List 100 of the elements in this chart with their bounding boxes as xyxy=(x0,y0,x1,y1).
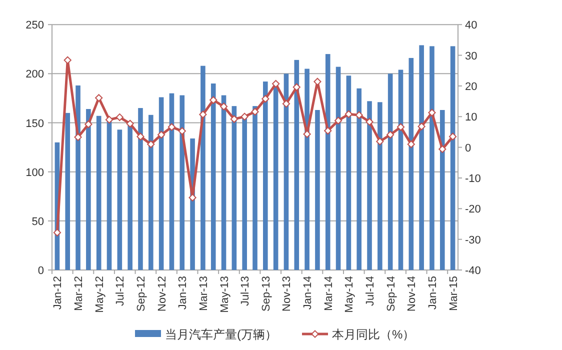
point xyxy=(105,116,114,124)
point xyxy=(324,126,332,135)
point xyxy=(220,102,228,110)
bar xyxy=(440,110,445,270)
point xyxy=(418,122,426,130)
bar xyxy=(65,112,70,270)
x-tick-label: May-14 xyxy=(344,276,356,313)
bar xyxy=(180,95,185,270)
y-tick-label: 0 xyxy=(38,265,44,277)
point xyxy=(407,140,415,148)
bar xyxy=(210,83,216,270)
bar xyxy=(325,54,330,270)
bar xyxy=(398,70,404,270)
bar xyxy=(304,68,310,270)
point xyxy=(251,108,259,116)
point xyxy=(314,78,322,86)
point xyxy=(262,95,270,103)
bar xyxy=(356,88,362,270)
point xyxy=(334,116,342,124)
y2-tick-label: 30 xyxy=(465,50,478,62)
y2-tick-label: -20 xyxy=(465,204,481,216)
bar xyxy=(169,93,174,270)
point xyxy=(272,80,280,88)
bar xyxy=(232,106,237,270)
point xyxy=(230,115,238,123)
bar xyxy=(294,60,300,270)
y-tick-label: 150 xyxy=(26,118,44,130)
y2-tick-label: -30 xyxy=(465,234,481,246)
point xyxy=(147,140,155,148)
bar xyxy=(117,130,122,270)
point xyxy=(396,123,405,131)
point xyxy=(366,118,374,126)
x-tick-label: Sep-13 xyxy=(260,276,272,312)
point xyxy=(74,133,82,141)
point xyxy=(292,83,300,91)
point xyxy=(53,228,62,236)
x-tick-label: Jul-12 xyxy=(114,276,127,306)
y2-tick-label: 40 xyxy=(465,20,478,32)
legend-label: 当月汽车产量(万辆） xyxy=(165,328,277,342)
point xyxy=(64,56,72,64)
point xyxy=(84,120,92,128)
x-tick-label: Jul-13 xyxy=(240,276,252,306)
point xyxy=(438,145,446,153)
x-tick-label: Mar-13 xyxy=(198,276,210,311)
point xyxy=(158,130,166,139)
bar xyxy=(76,85,80,270)
bar xyxy=(273,84,278,270)
point xyxy=(95,94,103,102)
bar xyxy=(158,97,164,270)
point xyxy=(168,123,176,131)
x-tick-label: Sep-12 xyxy=(135,276,148,312)
y-tick-label: 50 xyxy=(32,216,44,228)
x-tick-label: Jan-13 xyxy=(177,276,190,310)
bar xyxy=(252,106,258,270)
point xyxy=(386,130,394,139)
point xyxy=(344,110,352,118)
x-tick-label: May-12 xyxy=(94,276,106,313)
bar xyxy=(367,101,372,270)
bar xyxy=(106,120,112,270)
point xyxy=(448,132,457,140)
point xyxy=(428,108,436,116)
point xyxy=(178,127,186,135)
bar xyxy=(336,66,341,270)
bar xyxy=(148,114,154,270)
bar xyxy=(315,110,320,270)
bar xyxy=(450,46,456,270)
y-tick-label: 200 xyxy=(26,68,44,81)
bar xyxy=(284,74,289,270)
x-tick-label: Jul-14 xyxy=(364,276,377,306)
point xyxy=(199,110,207,118)
x-tick-label: Jan-15 xyxy=(426,276,439,310)
x-tick-label: Nov-14 xyxy=(406,276,418,312)
point xyxy=(210,96,218,104)
bar xyxy=(86,109,91,270)
x-tick-label: Mar-12 xyxy=(73,276,86,311)
y2-tick-label: 20 xyxy=(465,80,478,93)
point xyxy=(376,138,384,146)
x-tick-label: Mar-15 xyxy=(448,276,460,311)
bar xyxy=(128,124,132,270)
point xyxy=(282,100,290,108)
x-tick-label: Jan-14 xyxy=(302,276,314,310)
y2-tick-label: -40 xyxy=(465,265,481,277)
x-tick-label: Nov-12 xyxy=(156,276,168,312)
y2-tick-label: -10 xyxy=(465,172,481,185)
point xyxy=(126,120,134,128)
bar xyxy=(378,102,382,270)
point xyxy=(136,132,144,140)
x-tick-label: Jan-12 xyxy=(52,276,64,310)
bar xyxy=(138,108,143,270)
bar xyxy=(408,58,414,270)
bar xyxy=(419,45,424,270)
x-tick-label: May-13 xyxy=(218,276,231,313)
bar xyxy=(200,66,206,270)
x-tick-label: Nov-13 xyxy=(281,276,294,312)
y2-tick-label: 10 xyxy=(465,112,478,124)
bar xyxy=(96,116,102,270)
y-tick-label: 250 xyxy=(26,20,44,32)
bar xyxy=(346,76,352,270)
bar xyxy=(388,74,393,270)
y-tick-label: 100 xyxy=(26,166,44,179)
